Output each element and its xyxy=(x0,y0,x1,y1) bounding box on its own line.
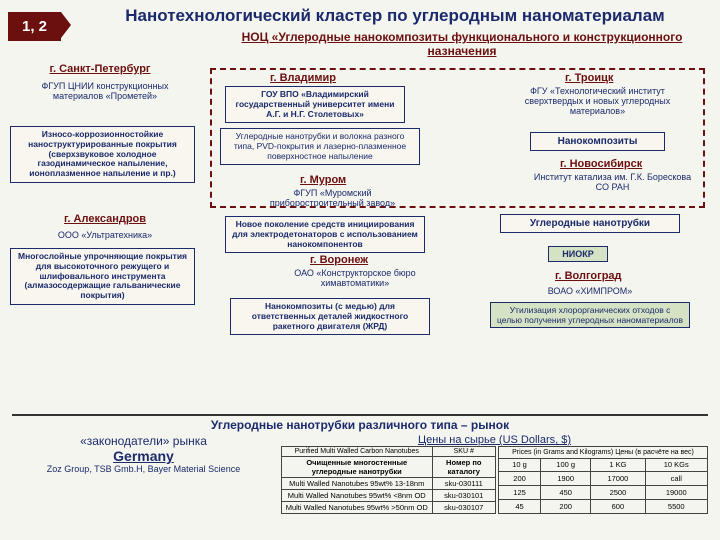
city-novosibirsk: г. Новосибирск xyxy=(560,158,642,170)
spb-tech-box: Износо-коррозионностойкие наноструктурир… xyxy=(10,126,195,183)
alex-tech-box: Многослойные упрочняющие покрытия для вы… xyxy=(10,248,195,305)
price-table-2: Prices (in Grams and Kilograms) Цены (в … xyxy=(498,446,708,514)
novosib-org: Институт катализа им. Г.К. Борескова СО … xyxy=(530,172,695,192)
alex-org: ООО «Ультратехника» xyxy=(30,230,180,240)
vlad-tech-box: Углеродные нанотрубки и волокна разного … xyxy=(220,128,420,165)
volg-org: ВОАО «ХИМПРОМ» xyxy=(530,286,650,296)
murom-org: ФГУП «Муромский приборостроительный заво… xyxy=(250,188,415,208)
spb-org: ФГУП ЦНИИ конструкционных материалов «Пр… xyxy=(30,81,180,101)
volg-tech-box: Утилизация хлорорганических отходов с це… xyxy=(490,302,690,328)
vlad-org-box: ГОУ ВПО «Владимирский государственный ун… xyxy=(225,86,405,123)
tro-org: ФГУ «Технологический институт сверхтверд… xyxy=(505,86,690,116)
prices-title: Цены на сырье (US Dollars, $) xyxy=(281,434,708,446)
slide-title: Нанотехнологический кластер по углеродны… xyxy=(0,0,720,28)
market-lead-text: «законодатели» рынка xyxy=(12,434,275,448)
city-volgograd: г. Волгоград xyxy=(555,270,622,282)
city-troitsk: г. Троицк xyxy=(565,72,613,84)
city-spb: г. Санкт-Петербург xyxy=(20,63,180,75)
niokr-label: НИОКР xyxy=(548,246,608,262)
city-murom: г. Муром xyxy=(300,174,346,186)
market-country: Germany xyxy=(12,448,275,464)
price-table-1: Purified Multi Walled Carbon NanotubesSK… xyxy=(281,446,496,514)
market-firms: Zoz Group, TSB Gmb.H, Bayer Material Sci… xyxy=(12,464,275,474)
nanocomposites-label: Нанокомпозиты xyxy=(530,132,665,151)
voronezh-org: ОАО «Конструкторское бюро химавтоматики» xyxy=(280,268,430,288)
nanotubes-label: Углеродные нанотрубки xyxy=(500,214,680,233)
market-title: Углеродные нанотрубки различного типа – … xyxy=(0,418,720,432)
divider xyxy=(12,414,708,416)
newgen-box: Новое поколение средств инициирования дл… xyxy=(225,216,425,253)
voronezh-tech-box: Нанокомпозиты (с медью) для ответственны… xyxy=(230,298,430,335)
market-section: «законодатели» рынка Germany Zoz Group, … xyxy=(0,434,720,514)
city-vladimir: г. Владимир xyxy=(270,72,336,84)
market-leaders: «законодатели» рынка Germany Zoz Group, … xyxy=(12,434,275,514)
diagram-canvas: НОЦ «Углеродные нанокомпозиты функционал… xyxy=(0,28,720,408)
noc-title: НОЦ «Углеродные нанокомпозиты функционал… xyxy=(220,30,704,58)
city-alexandrov: г. Александров xyxy=(64,213,146,225)
prices-block: Цены на сырье (US Dollars, $) Purified M… xyxy=(281,434,708,514)
city-voronezh: г. Воронеж xyxy=(310,254,368,266)
